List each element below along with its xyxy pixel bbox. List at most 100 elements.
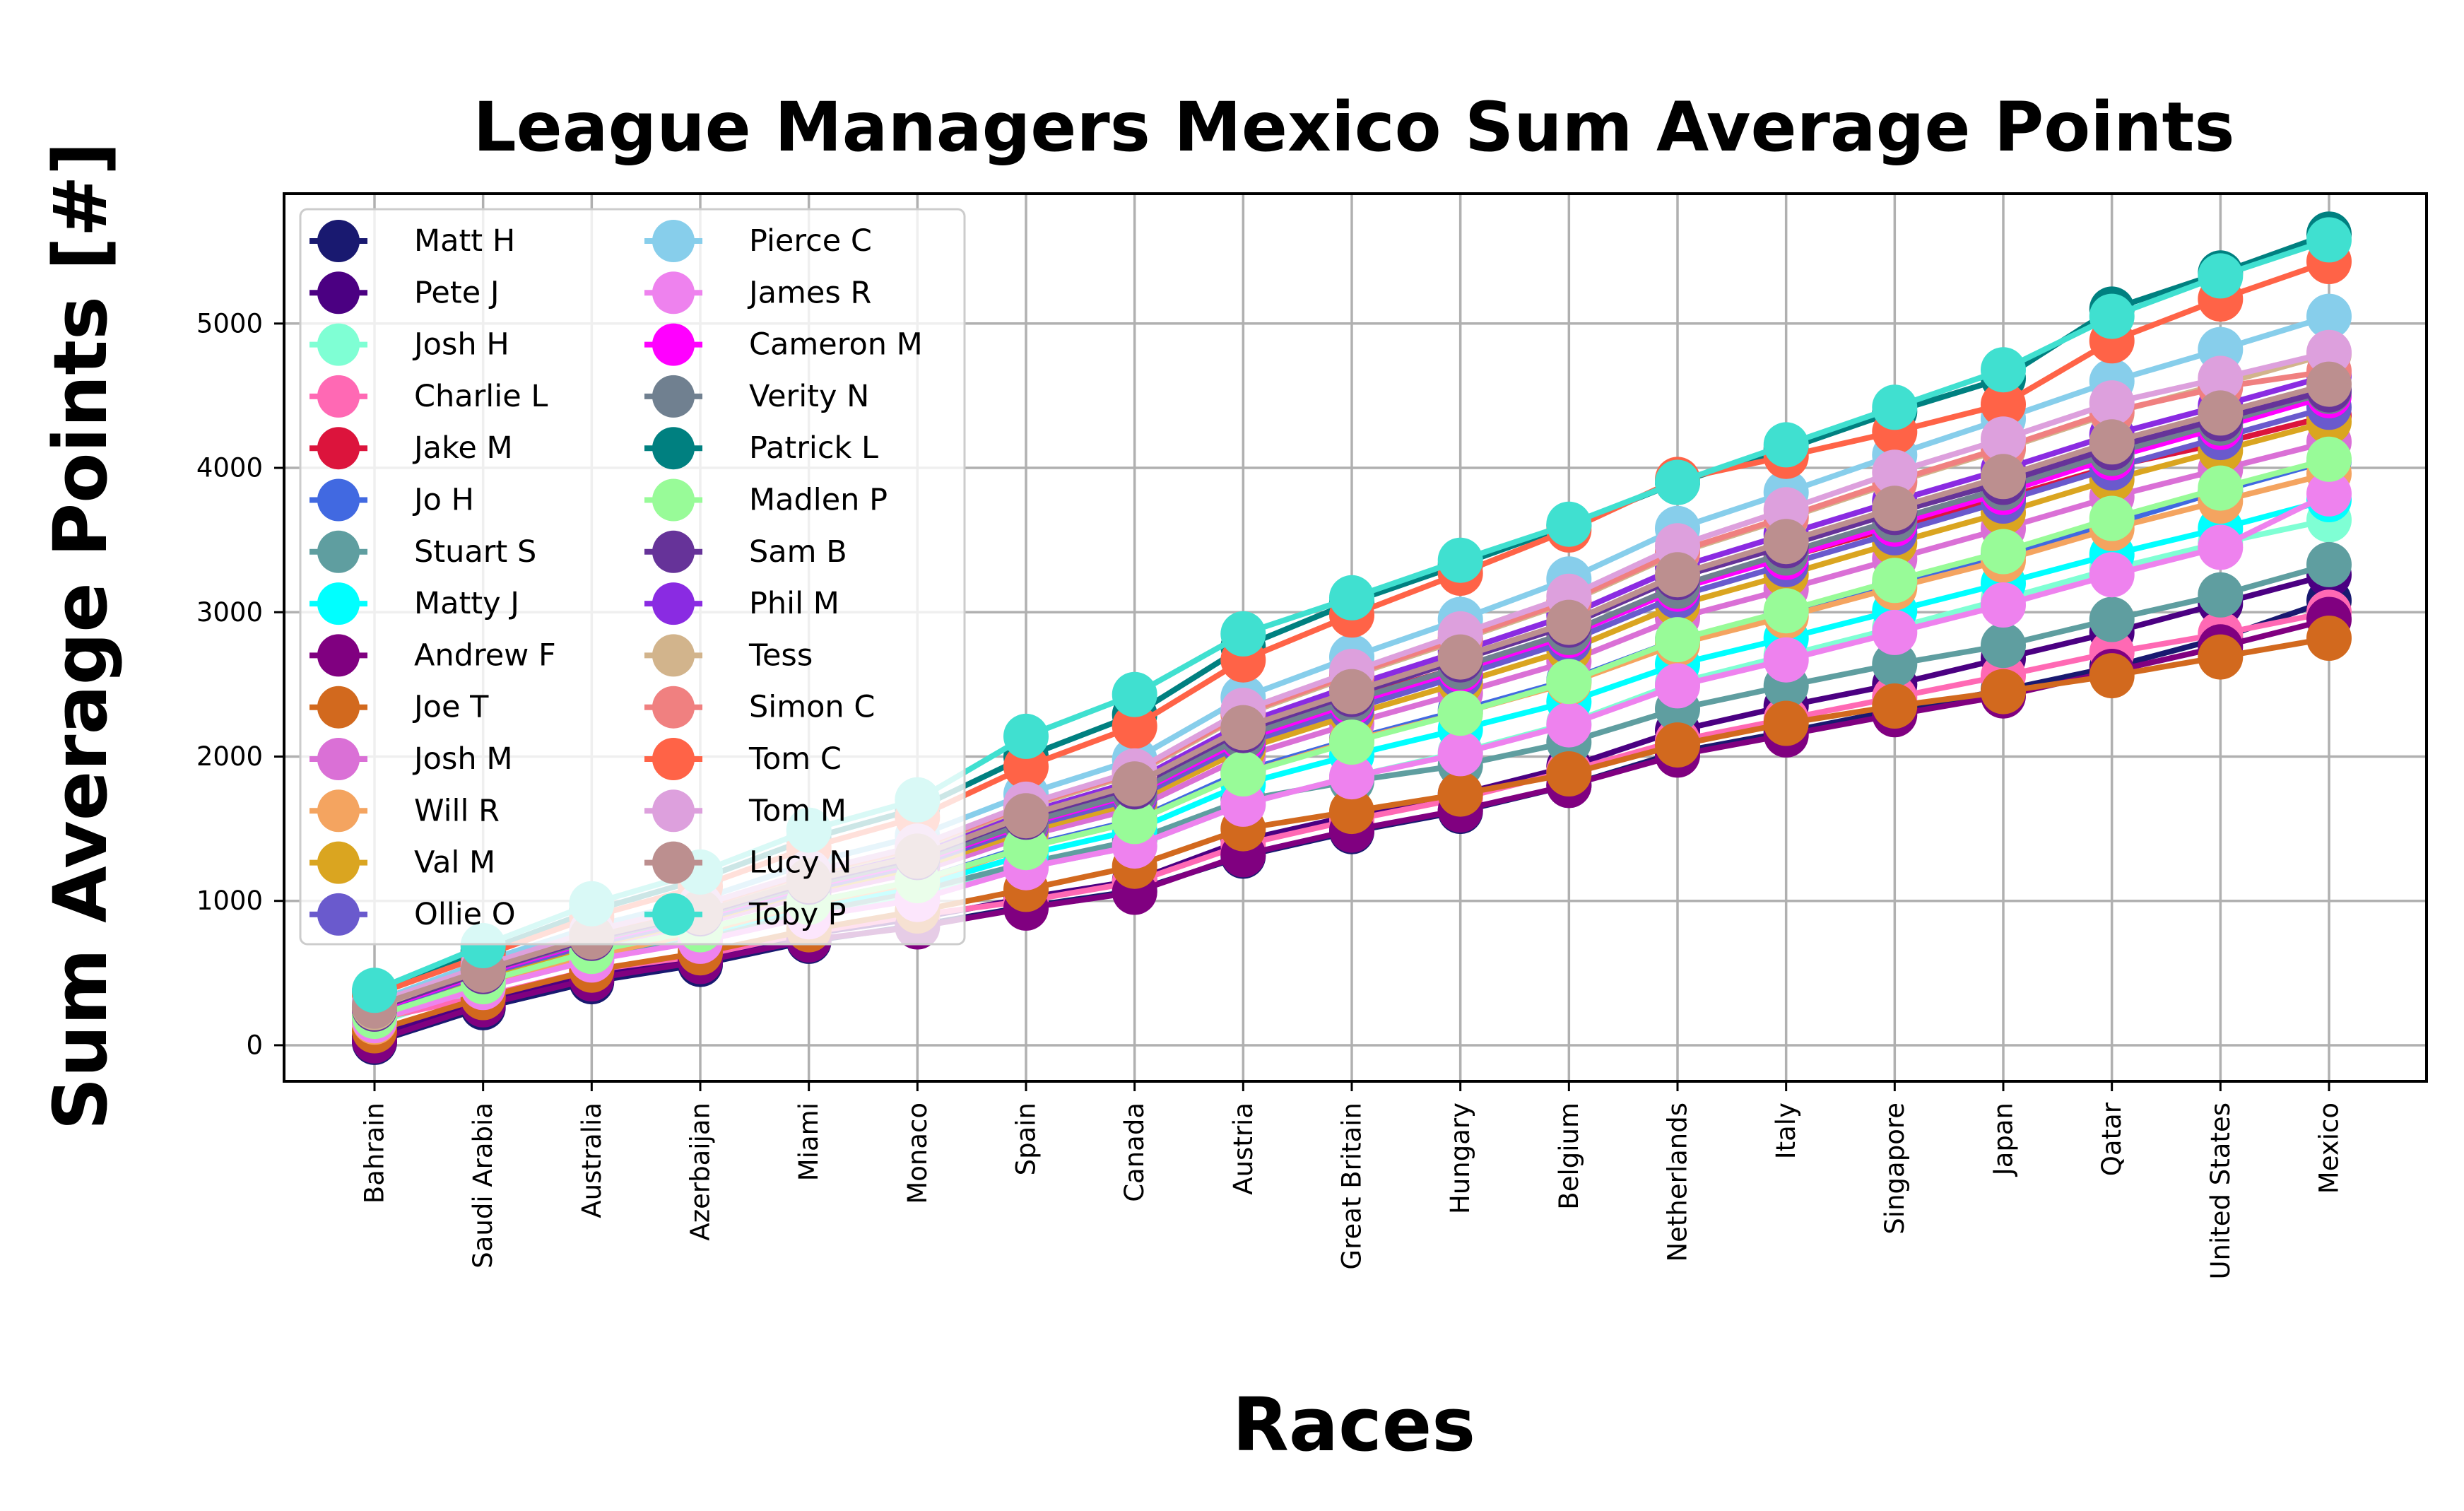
legend-marker bbox=[652, 893, 695, 936]
x-tick-label: Singapore bbox=[1880, 1103, 1910, 1235]
legend-item: Ollie O bbox=[310, 893, 516, 936]
legend-marker bbox=[317, 323, 360, 366]
data-point bbox=[1112, 799, 1157, 845]
data-point bbox=[1112, 761, 1157, 807]
data-point bbox=[1872, 641, 1918, 687]
y-tick-label: 2000 bbox=[196, 741, 263, 772]
data-point bbox=[1437, 731, 1483, 777]
data-point bbox=[1329, 575, 1374, 621]
legend-marker bbox=[317, 375, 360, 418]
x-tick-label: Mexico bbox=[2314, 1103, 2345, 1194]
data-point bbox=[2306, 361, 2352, 407]
legend-marker bbox=[317, 220, 360, 262]
axes: Bahrain Saudi Arabia Australia Azerbaijan Mi… bbox=[196, 308, 2345, 1279]
legend-label: Simon C bbox=[749, 690, 875, 725]
data-point bbox=[1329, 754, 1374, 800]
y-tick-label: 5000 bbox=[196, 308, 263, 339]
data-point bbox=[1329, 669, 1374, 715]
legend-item: Tom C bbox=[644, 738, 842, 780]
x-tick-label: Azerbaijan bbox=[685, 1103, 716, 1241]
legend-item: Verity N bbox=[644, 375, 869, 418]
data-point bbox=[2306, 541, 2352, 587]
legend: Matt H Pete J Josh H Charlie L Jake M Jo H Stu… bbox=[299, 208, 966, 946]
legend-item: James R bbox=[644, 271, 871, 314]
data-point bbox=[2306, 329, 2352, 375]
data-point bbox=[2198, 465, 2244, 511]
legend-item: Tess bbox=[644, 634, 813, 677]
legend-label: Will R bbox=[414, 793, 500, 828]
data-point bbox=[2089, 419, 2135, 465]
x-tick-label: Qatar bbox=[2097, 1102, 2127, 1176]
data-point bbox=[1872, 683, 1918, 729]
data-point bbox=[1872, 558, 1918, 604]
data-point bbox=[1112, 671, 1157, 717]
legend-label: Cameron M bbox=[749, 327, 923, 363]
legend-item: Stuart S bbox=[310, 530, 536, 573]
data-point bbox=[2198, 524, 2244, 570]
data-point bbox=[1981, 416, 2026, 462]
data-point bbox=[1981, 382, 2026, 428]
legend-item: Lucy N bbox=[644, 841, 851, 884]
data-point bbox=[2306, 293, 2352, 339]
legend-label: Toby P bbox=[748, 897, 847, 932]
data-point bbox=[1763, 637, 1809, 683]
legend-marker bbox=[652, 220, 695, 262]
legend-label: Jake M bbox=[412, 430, 513, 466]
x-tick-label: Australia bbox=[577, 1103, 607, 1218]
legend-marker bbox=[652, 686, 695, 729]
x-tick-label: Bahrain bbox=[360, 1103, 390, 1204]
x-tick-label: Netherlands bbox=[1663, 1103, 1693, 1262]
legend-label: Pierce C bbox=[749, 223, 872, 259]
legend-box bbox=[299, 208, 966, 946]
data-point bbox=[1546, 751, 1592, 796]
data-point bbox=[1003, 713, 1049, 759]
legend-label: Tess bbox=[748, 637, 813, 673]
legend-marker bbox=[652, 478, 695, 522]
data-point bbox=[2306, 471, 2352, 517]
data-point bbox=[1981, 454, 2026, 500]
legend-marker bbox=[317, 427, 360, 470]
legend-label: Josh M bbox=[412, 741, 512, 777]
plot-frame bbox=[283, 192, 2428, 1083]
legend-marker bbox=[652, 323, 695, 366]
legend-label: Jo H bbox=[412, 483, 474, 518]
legend-marker bbox=[317, 686, 360, 729]
legend-item: Charlie L bbox=[310, 375, 548, 418]
legend-label: Stuart S bbox=[414, 534, 536, 570]
data-point bbox=[1763, 700, 1809, 746]
data-point bbox=[352, 968, 397, 1013]
legend-item: Cameron M bbox=[644, 323, 923, 366]
legend-label: Matty J bbox=[414, 586, 519, 621]
data-point bbox=[2089, 552, 2135, 598]
y-tick-label: 1000 bbox=[196, 886, 263, 916]
data-point bbox=[1872, 609, 1918, 655]
legend-label: Lucy N bbox=[749, 845, 851, 881]
data-point bbox=[1872, 449, 1918, 495]
x-tick-label: Belgium bbox=[1554, 1103, 1584, 1210]
x-tick-label: Hungary bbox=[1445, 1103, 1475, 1214]
legend-item: Patrick L bbox=[644, 427, 878, 470]
data-point bbox=[2306, 436, 2352, 482]
data-point bbox=[1003, 793, 1049, 839]
y-tick-label: 3000 bbox=[196, 597, 263, 628]
data-point bbox=[1546, 501, 1592, 547]
legend-item: Simon C bbox=[644, 686, 875, 729]
x-tick-label: Spain bbox=[1011, 1103, 1042, 1175]
legend-label: Andrew F bbox=[414, 637, 556, 673]
data-point bbox=[1220, 705, 1266, 751]
legend-marker bbox=[652, 738, 695, 780]
legend-label: Tom C bbox=[748, 741, 842, 777]
data-point bbox=[1437, 690, 1483, 736]
data-point bbox=[2089, 653, 2135, 699]
x-tick-label: Miami bbox=[794, 1103, 824, 1181]
legend-item: Josh M bbox=[310, 738, 512, 780]
legend-item: Andrew F bbox=[310, 634, 556, 677]
data-point bbox=[2198, 253, 2244, 299]
y-axis-label: Sum Average Points [#] bbox=[37, 142, 124, 1131]
legend-item: Jake M bbox=[310, 427, 513, 470]
data-point bbox=[1763, 487, 1809, 533]
data-point bbox=[1981, 347, 2026, 393]
data-point bbox=[1872, 384, 1918, 430]
data-point bbox=[2089, 380, 2135, 426]
legend-marker bbox=[317, 789, 360, 833]
